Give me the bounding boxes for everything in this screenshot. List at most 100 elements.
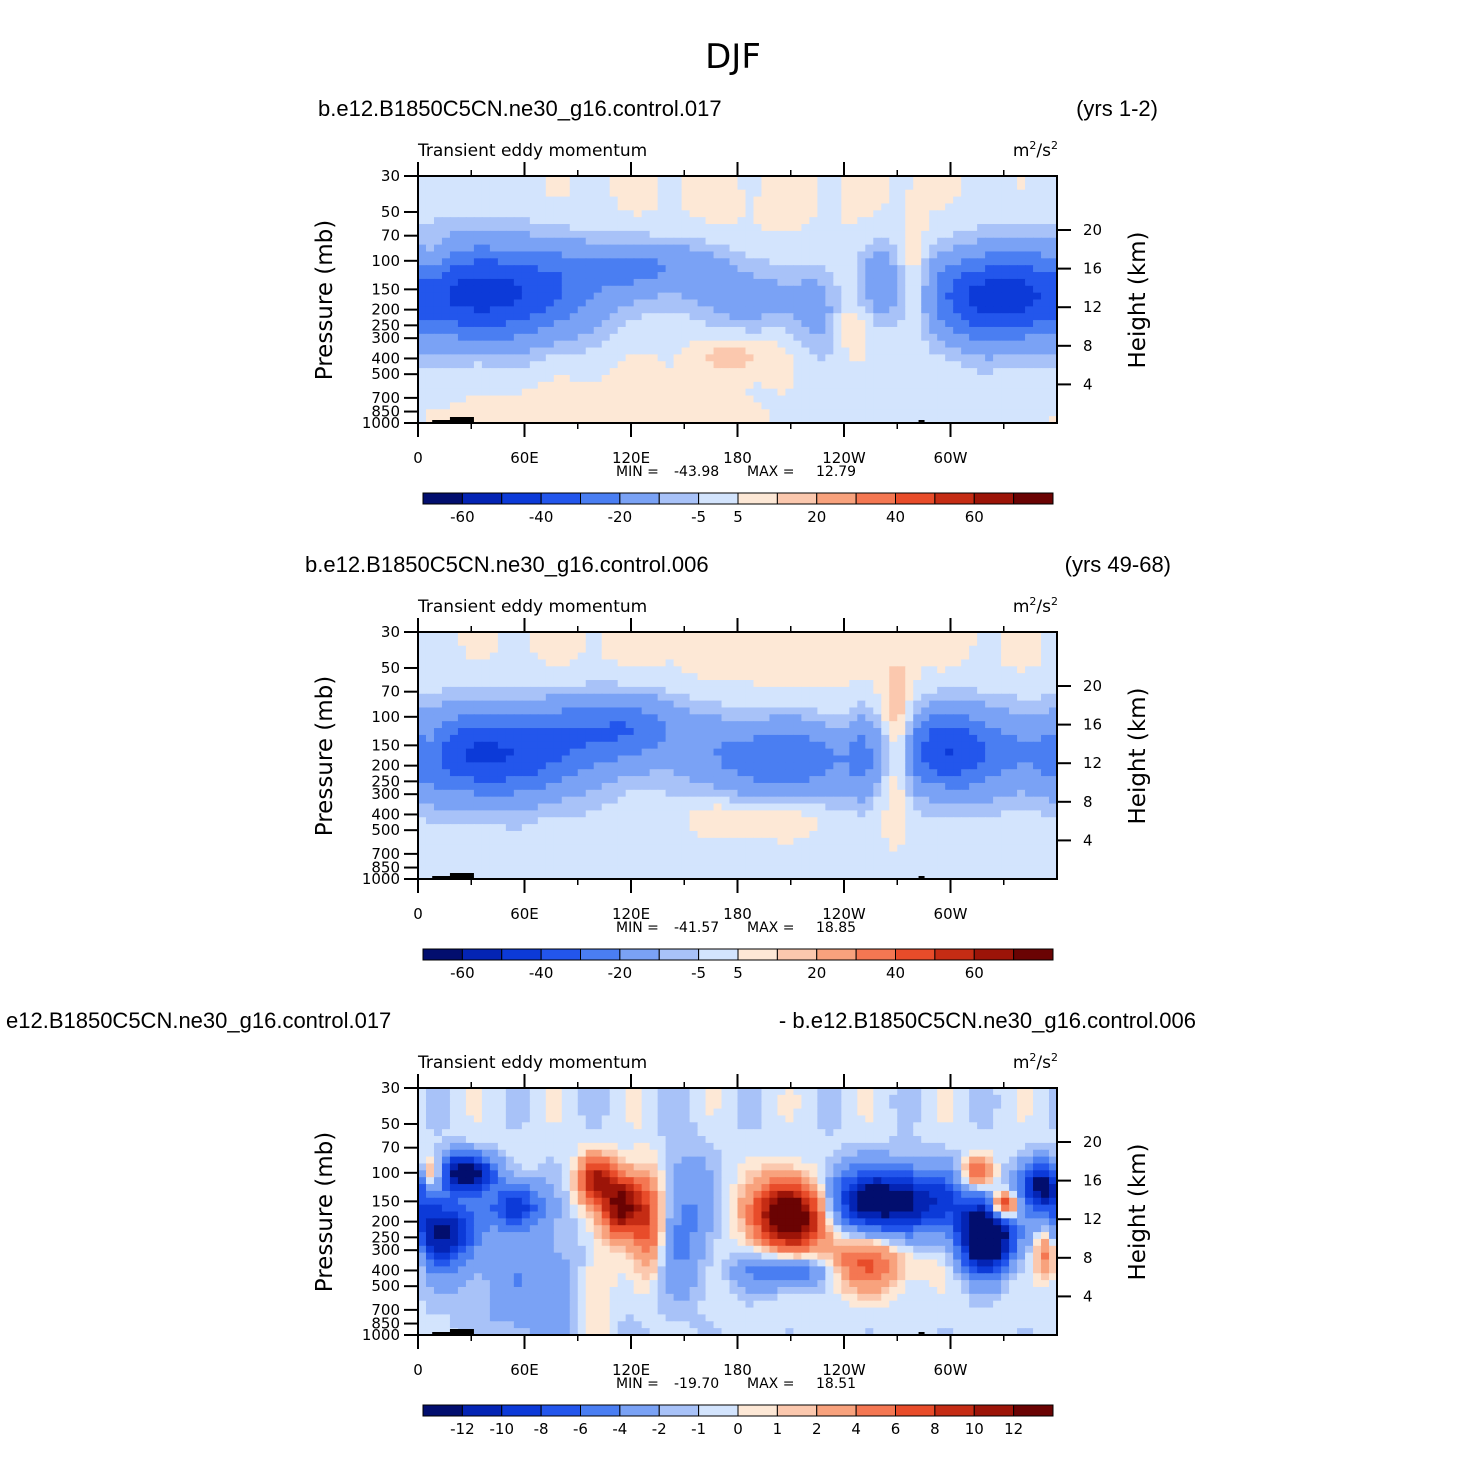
heatmap-cell bbox=[521, 176, 531, 184]
heatmap-cell bbox=[1017, 182, 1026, 191]
heatmap-cell bbox=[425, 714, 435, 722]
heatmap-cell bbox=[465, 734, 475, 743]
heatmap-cell bbox=[977, 347, 986, 355]
heatmap-cell bbox=[849, 734, 858, 743]
heatmap-cell bbox=[905, 347, 914, 355]
heatmap-cell bbox=[665, 272, 675, 280]
heatmap-cell bbox=[769, 680, 779, 688]
heatmap-cell bbox=[745, 388, 755, 397]
heatmap-cell bbox=[929, 782, 938, 791]
heatmap-cell bbox=[945, 700, 954, 709]
heatmap-cell bbox=[505, 769, 515, 777]
heatmap-cell bbox=[881, 782, 890, 791]
heatmap-cell bbox=[649, 409, 659, 417]
heatmap-cell bbox=[473, 306, 483, 314]
heatmap-cell bbox=[737, 659, 747, 667]
heatmap-cell bbox=[889, 796, 898, 805]
heatmap-cell bbox=[465, 402, 475, 410]
heatmap-cell bbox=[961, 347, 970, 355]
heatmap-cell bbox=[545, 776, 555, 784]
heatmap-cell bbox=[1033, 258, 1042, 266]
heatmap-cell bbox=[969, 638, 978, 647]
heatmap-cell bbox=[993, 258, 1002, 266]
heatmap-cell bbox=[593, 285, 603, 294]
heatmap-cell bbox=[945, 686, 954, 695]
heatmap-cell bbox=[577, 638, 587, 647]
heatmap-cell bbox=[1041, 762, 1050, 770]
heatmap-cell bbox=[1041, 299, 1050, 307]
heatmap-cell bbox=[593, 700, 603, 709]
heatmap-cell bbox=[1009, 292, 1018, 301]
heatmap-cell bbox=[481, 402, 491, 410]
heatmap-cell bbox=[761, 285, 771, 294]
heatmap-cell bbox=[857, 748, 866, 757]
heatmap-cell bbox=[537, 645, 547, 654]
heatmap-cell bbox=[1033, 755, 1042, 763]
heatmap-cell bbox=[809, 381, 818, 390]
heatmap-cell bbox=[553, 693, 563, 702]
heatmap-cell bbox=[577, 333, 587, 342]
heatmap-cell bbox=[929, 762, 938, 770]
heatmap-cell bbox=[617, 762, 627, 770]
heatmap-cell bbox=[969, 673, 978, 681]
heatmap-cell bbox=[745, 734, 755, 743]
heatmap-cell bbox=[537, 237, 547, 246]
heatmap-cell bbox=[697, 402, 707, 410]
heatmap-cell bbox=[593, 313, 603, 321]
heatmap-cell bbox=[609, 368, 619, 376]
heatmap-cell bbox=[961, 714, 970, 722]
heatmap-cell bbox=[785, 203, 795, 211]
heatmap-cell bbox=[913, 347, 922, 355]
heatmap-cell bbox=[1009, 388, 1018, 397]
heatmap-cell bbox=[817, 326, 826, 335]
heatmap-cell bbox=[577, 244, 587, 253]
heatmap-cell bbox=[897, 388, 906, 397]
heatmap-cell bbox=[545, 395, 555, 404]
heatmap-cell bbox=[473, 652, 483, 661]
heatmap-cell bbox=[633, 313, 643, 321]
heatmap-cell bbox=[609, 265, 619, 273]
heatmap-cell bbox=[465, 176, 475, 184]
heatmap-cell bbox=[905, 402, 914, 410]
heatmap-cell bbox=[537, 632, 547, 640]
heatmap-cell bbox=[625, 395, 635, 404]
heatmap-cell bbox=[1041, 645, 1050, 654]
heatmap-cell bbox=[865, 210, 874, 218]
heatmap-cell bbox=[921, 299, 930, 307]
heatmap-cell bbox=[649, 278, 659, 287]
heatmap-cell bbox=[1009, 368, 1018, 376]
heatmap-cell bbox=[1009, 278, 1018, 287]
heatmap-cell bbox=[625, 748, 635, 757]
heatmap-cell bbox=[761, 796, 771, 805]
heatmap-cell bbox=[945, 748, 954, 757]
heatmap-cell bbox=[481, 182, 491, 191]
heatmap-cell bbox=[649, 272, 659, 280]
heatmap-cell bbox=[793, 182, 802, 191]
heatmap-cell bbox=[593, 762, 603, 770]
heatmap-cell bbox=[1049, 782, 1058, 791]
heatmap-cell bbox=[665, 340, 675, 349]
heatmap-cell bbox=[673, 258, 683, 266]
heatmap-cell bbox=[993, 340, 1002, 349]
heatmap-cell bbox=[729, 721, 739, 729]
heatmap-cell bbox=[617, 224, 627, 232]
heatmap-cell bbox=[929, 299, 938, 307]
heatmap-cell bbox=[897, 230, 906, 239]
heatmap-cell bbox=[737, 306, 747, 314]
heatmap-cell bbox=[961, 721, 970, 729]
heatmap-cell bbox=[497, 347, 507, 355]
heatmap-cell bbox=[425, 299, 435, 307]
heatmap-cell bbox=[529, 693, 539, 702]
heatmap-cell bbox=[1017, 741, 1026, 750]
heatmap-cell bbox=[969, 326, 978, 335]
height-tick-label: 16 bbox=[1083, 260, 1102, 278]
heatmap-cell bbox=[545, 278, 555, 287]
heatmap-cell bbox=[809, 320, 818, 328]
heatmap-cell bbox=[497, 741, 507, 750]
heatmap-cell bbox=[1017, 265, 1026, 273]
heatmap-cell bbox=[585, 182, 595, 191]
heatmap-cell bbox=[433, 299, 443, 307]
heatmap-cell bbox=[465, 374, 475, 383]
heatmap-cell bbox=[657, 776, 667, 784]
heatmap-cell bbox=[785, 224, 795, 232]
